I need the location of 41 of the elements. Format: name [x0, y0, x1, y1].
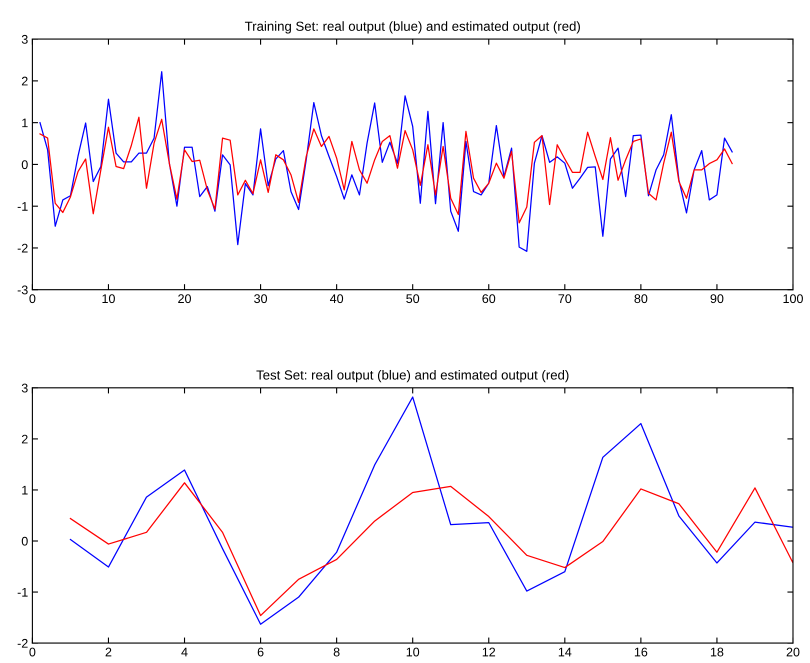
x-tick-label: 80 [634, 294, 648, 304]
chart-title: Test Set: real output (blue) and estimated output (red) [256, 370, 568, 382]
x-tick-label: 20 [786, 648, 800, 656]
x-tick-label: 0 [29, 294, 36, 304]
y-tick-label: 2 [22, 434, 28, 444]
x-tick-label: 20 [178, 294, 191, 304]
y-tick-label: 0 [22, 160, 28, 170]
line-series [39, 116, 733, 224]
y-tick-label: 0 [22, 536, 28, 546]
x-tick-label: 2 [106, 648, 112, 656]
x-tick-label: 8 [334, 648, 340, 656]
x-tick-label: 60 [482, 294, 496, 304]
x-tick-label: 12 [482, 648, 496, 656]
y-tick-label: 3 [22, 34, 28, 44]
x-tick-label: 40 [330, 294, 344, 304]
x-tick-label: 14 [558, 648, 572, 656]
x-tick-label: 18 [710, 648, 724, 656]
x-tick-label: 10 [102, 294, 115, 304]
line-series [70, 396, 793, 625]
x-tick-label: 90 [710, 294, 724, 304]
y-tick-label: -3 [18, 286, 28, 294]
x-tick-label: 16 [634, 648, 648, 656]
chart-title: Training Set: real output (blue) and estimated output (red) [244, 21, 580, 34]
x-tick-label: 4 [181, 648, 188, 656]
y-tick-label: 1 [22, 118, 28, 128]
x-tick-label: 6 [258, 648, 264, 656]
x-tick-label: 30 [254, 294, 268, 304]
y-tick-label: 3 [22, 384, 28, 393]
y-tick-label: 1 [22, 486, 28, 494]
line-series [39, 71, 733, 252]
line-series [70, 482, 793, 616]
x-tick-label: 0 [29, 648, 36, 656]
x-tick-label: 50 [406, 294, 420, 304]
y-tick-label: -2 [18, 244, 28, 252]
x-tick-label: 70 [558, 294, 572, 304]
y-tick-label: -2 [18, 638, 28, 648]
x-tick-label: 10 [406, 648, 420, 656]
y-tick-label: -1 [18, 588, 28, 597]
y-tick-label: -1 [18, 202, 28, 211]
x-tick-label: 100 [784, 294, 803, 304]
y-tick-label: 2 [22, 76, 28, 86]
